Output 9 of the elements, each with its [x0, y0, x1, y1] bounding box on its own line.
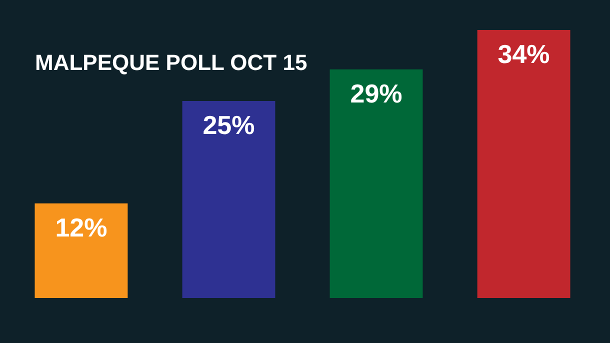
data-label: 25% [202, 110, 255, 140]
text: MALPEQUE POLL OCT 15 [35, 50, 308, 75]
data-label: 12% [55, 212, 108, 242]
data-label: 34% [498, 39, 550, 69]
bar [477, 30, 570, 298]
bar [34, 203, 128, 298]
bar [330, 69, 423, 298]
data-label: 29% [350, 78, 402, 108]
bar [182, 100, 276, 298]
